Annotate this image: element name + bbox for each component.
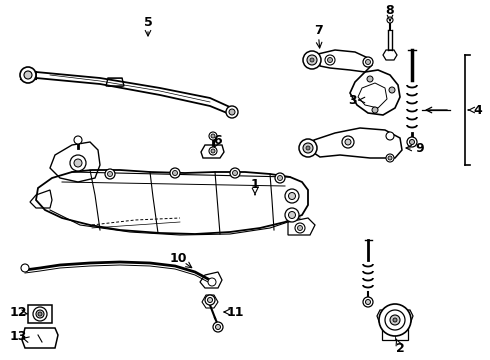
Circle shape [327,58,333,63]
Circle shape [285,208,299,222]
Circle shape [289,193,295,199]
Circle shape [366,59,370,64]
Circle shape [388,156,392,160]
Circle shape [345,139,351,145]
Text: 8: 8 [386,4,394,17]
Circle shape [211,149,215,153]
Text: 11: 11 [226,306,244,319]
Circle shape [213,322,223,332]
Circle shape [36,310,44,318]
Circle shape [105,169,115,179]
Circle shape [325,55,335,65]
Circle shape [385,310,405,330]
Circle shape [285,189,299,203]
Text: 3: 3 [348,94,356,107]
Circle shape [303,143,313,153]
Circle shape [211,134,215,138]
Circle shape [230,168,240,178]
Circle shape [74,159,82,167]
Circle shape [379,304,411,336]
Circle shape [205,295,215,305]
Text: 13: 13 [9,330,26,343]
Text: 10: 10 [169,252,187,265]
Circle shape [70,155,86,171]
Circle shape [367,76,373,82]
Circle shape [299,139,317,157]
Circle shape [393,318,397,322]
Text: 1: 1 [250,179,259,192]
Circle shape [209,132,217,140]
Text: 4: 4 [474,104,482,117]
Circle shape [226,106,238,118]
Circle shape [170,168,180,178]
Circle shape [390,315,400,325]
Circle shape [306,146,310,150]
Circle shape [389,87,395,93]
Circle shape [307,55,317,65]
Circle shape [20,67,36,83]
Circle shape [366,300,370,305]
Circle shape [342,136,354,148]
Circle shape [372,107,378,113]
Circle shape [297,225,302,230]
Circle shape [209,147,217,155]
Circle shape [386,154,394,162]
Circle shape [363,57,373,67]
Circle shape [107,171,113,176]
Text: 12: 12 [9,306,27,319]
Circle shape [207,297,213,302]
Circle shape [289,211,295,219]
Circle shape [38,312,42,316]
Circle shape [33,307,47,321]
Circle shape [387,17,393,23]
Circle shape [232,171,238,175]
Text: 2: 2 [395,342,404,355]
Circle shape [407,137,417,147]
Circle shape [229,109,235,115]
Circle shape [208,278,216,286]
Circle shape [310,58,314,62]
Circle shape [21,264,29,272]
Circle shape [303,51,321,69]
Circle shape [275,173,285,183]
Circle shape [363,297,373,307]
Circle shape [410,139,415,144]
Circle shape [386,132,394,140]
Circle shape [295,223,305,233]
Circle shape [24,71,32,79]
Circle shape [172,171,177,175]
Text: 9: 9 [416,141,424,154]
Circle shape [216,324,220,329]
Text: 5: 5 [144,15,152,28]
Text: 6: 6 [214,134,222,147]
Text: 7: 7 [314,23,322,36]
Circle shape [277,175,283,180]
Circle shape [74,136,82,144]
